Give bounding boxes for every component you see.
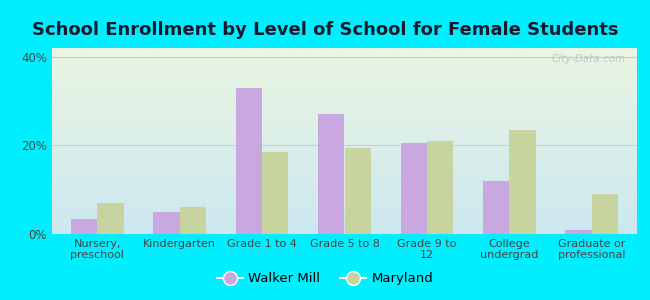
Bar bbox=[179, 207, 206, 234]
Bar bbox=[153, 212, 179, 234]
Text: City-Data.com: City-Data.com bbox=[551, 54, 625, 64]
Bar bbox=[98, 203, 124, 234]
Bar bbox=[483, 181, 510, 234]
Bar bbox=[236, 88, 262, 234]
Bar bbox=[592, 194, 618, 234]
Bar bbox=[344, 148, 371, 234]
Legend: Walker Mill, Maryland: Walker Mill, Maryland bbox=[211, 267, 439, 290]
Bar bbox=[510, 130, 536, 234]
Bar bbox=[566, 230, 592, 234]
Bar bbox=[318, 114, 344, 234]
Bar bbox=[71, 218, 97, 234]
Bar bbox=[427, 141, 453, 234]
Bar bbox=[262, 152, 289, 234]
Text: School Enrollment by Level of School for Female Students: School Enrollment by Level of School for… bbox=[32, 21, 618, 39]
Bar bbox=[400, 143, 427, 234]
